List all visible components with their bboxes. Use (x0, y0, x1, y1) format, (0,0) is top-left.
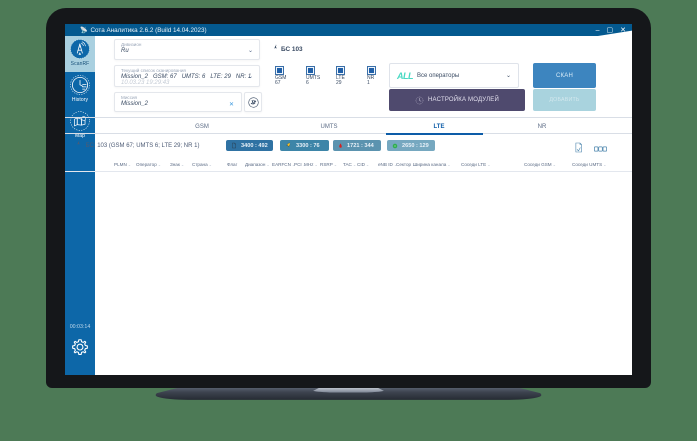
svg-text:M: M (251, 99, 255, 104)
